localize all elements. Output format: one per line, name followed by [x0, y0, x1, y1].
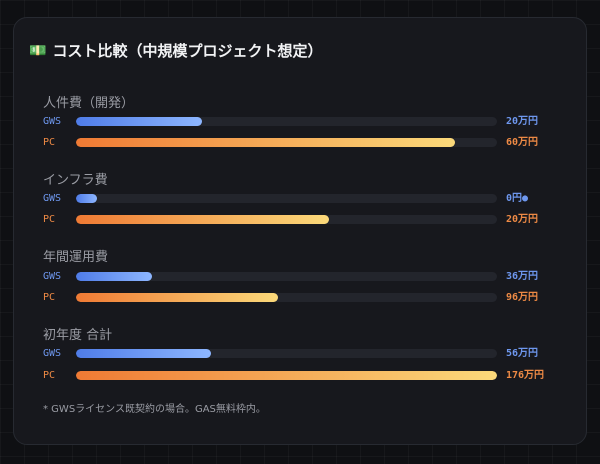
pc-bar	[76, 293, 279, 302]
bar-track	[76, 117, 497, 126]
series-label: GWS	[43, 193, 62, 204]
card-title-text: コスト比較（中規模プロジェクト想定）	[52, 42, 323, 60]
bar-track	[76, 215, 497, 224]
bar-row-ops-gws: GWS 36万円	[43, 270, 563, 284]
series-label: PC	[43, 370, 56, 381]
bar-track	[76, 272, 497, 281]
bar-track	[76, 371, 497, 380]
pc-bar	[76, 371, 497, 380]
section-title-labor: 人件費（開発）	[43, 96, 135, 111]
bar-value: 20万円	[506, 116, 539, 127]
series-label: GWS	[43, 271, 62, 282]
card-title: 💵 コスト比較（中規模プロジェクト想定）	[29, 40, 322, 61]
bar-row-labor-pc: PC 60万円	[43, 136, 563, 150]
series-label: PC	[43, 137, 56, 148]
bar-value: 176万円	[506, 370, 545, 381]
bar-row-ops-pc: PC 96万円	[43, 291, 563, 305]
bar-track	[76, 293, 497, 302]
bar-track	[76, 194, 497, 203]
bar-row-total-gws: GWS 56万円	[43, 347, 563, 361]
bar-row-labor-gws: GWS 20万円	[43, 115, 563, 129]
section-title-infra: インフラ費	[43, 173, 108, 188]
money-icon: 💵	[29, 42, 47, 59]
bar-value: 36万円	[506, 271, 539, 282]
gws-bar	[76, 117, 203, 126]
series-label: PC	[43, 292, 56, 303]
section-title-total: 初年度 合計	[43, 328, 113, 343]
gws-bar	[76, 194, 98, 203]
pc-bar	[76, 138, 455, 147]
bar-value: 56万円	[506, 348, 539, 359]
bar-value: 96万円	[506, 292, 539, 303]
series-label: GWS	[43, 348, 62, 359]
bar-value: 20万円	[506, 214, 539, 225]
gws-bar	[76, 349, 211, 358]
gws-bar	[76, 272, 152, 281]
series-label: GWS	[43, 116, 62, 127]
bar-row-infra-gws: GWS 0円●	[43, 192, 563, 206]
series-label: PC	[43, 214, 56, 225]
footnote: * GWSライセンス既契約の場合。GAS無料枠内。	[43, 404, 266, 415]
section-title-operations: 年間運用費	[43, 250, 109, 265]
bar-row-total-pc: PC 176万円	[43, 369, 563, 383]
pc-bar	[76, 215, 329, 224]
bar-track	[76, 349, 497, 358]
bar-row-infra-pc: PC 20万円	[43, 213, 563, 227]
bar-track	[76, 138, 497, 147]
bar-value: 0円●	[506, 193, 529, 204]
bar-value: 60万円	[506, 137, 539, 148]
